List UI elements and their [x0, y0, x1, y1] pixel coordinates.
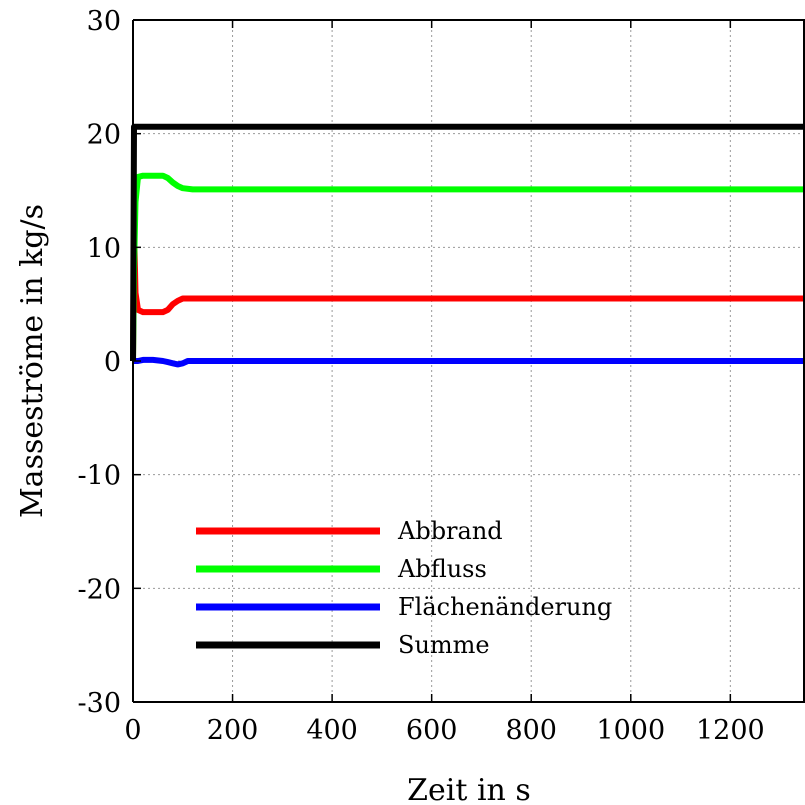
x-tick-label: 1200: [696, 715, 765, 746]
legend-label-1: Abbrand: [397, 517, 503, 545]
legend-label-2: Abfluss: [397, 555, 487, 583]
series-line-4: [130, 123, 805, 362]
y-tick-label: 20: [87, 120, 121, 151]
ticks: 0 200 400 600 800 1000 1200 30 20 10 0 -10 -20 -30: [78, 6, 765, 746]
x-tick-label: 1000: [596, 715, 665, 746]
y-tick-label: -20: [78, 574, 121, 605]
x-axis-label: Zeit in s: [407, 773, 531, 805]
y-tick-label: 30: [87, 6, 121, 37]
series-line-1: [130, 221, 805, 362]
series-lines: [130, 123, 805, 368]
y-tick-label: -30: [78, 688, 121, 719]
legend-label-4: Summe: [398, 631, 490, 659]
x-tick-label: 600: [406, 715, 458, 746]
series-line-2: [130, 172, 805, 362]
x-tick-label: 200: [207, 715, 259, 746]
x-tick-label: 400: [306, 715, 358, 746]
y-tick-label: -10: [78, 461, 121, 492]
y-axis-label: Masseströme in kg/s: [15, 204, 50, 518]
series-line-3: [131, 356, 805, 368]
y-tick-label: 0: [104, 347, 121, 378]
x-tick-label: 0: [124, 715, 141, 746]
y-tick-label: 10: [87, 233, 121, 264]
legend: Abbrand Abfluss Flächenänderung Summe: [196, 517, 612, 659]
legend-label-3: Flächenänderung: [398, 593, 612, 621]
x-tick-label: 800: [505, 715, 557, 746]
